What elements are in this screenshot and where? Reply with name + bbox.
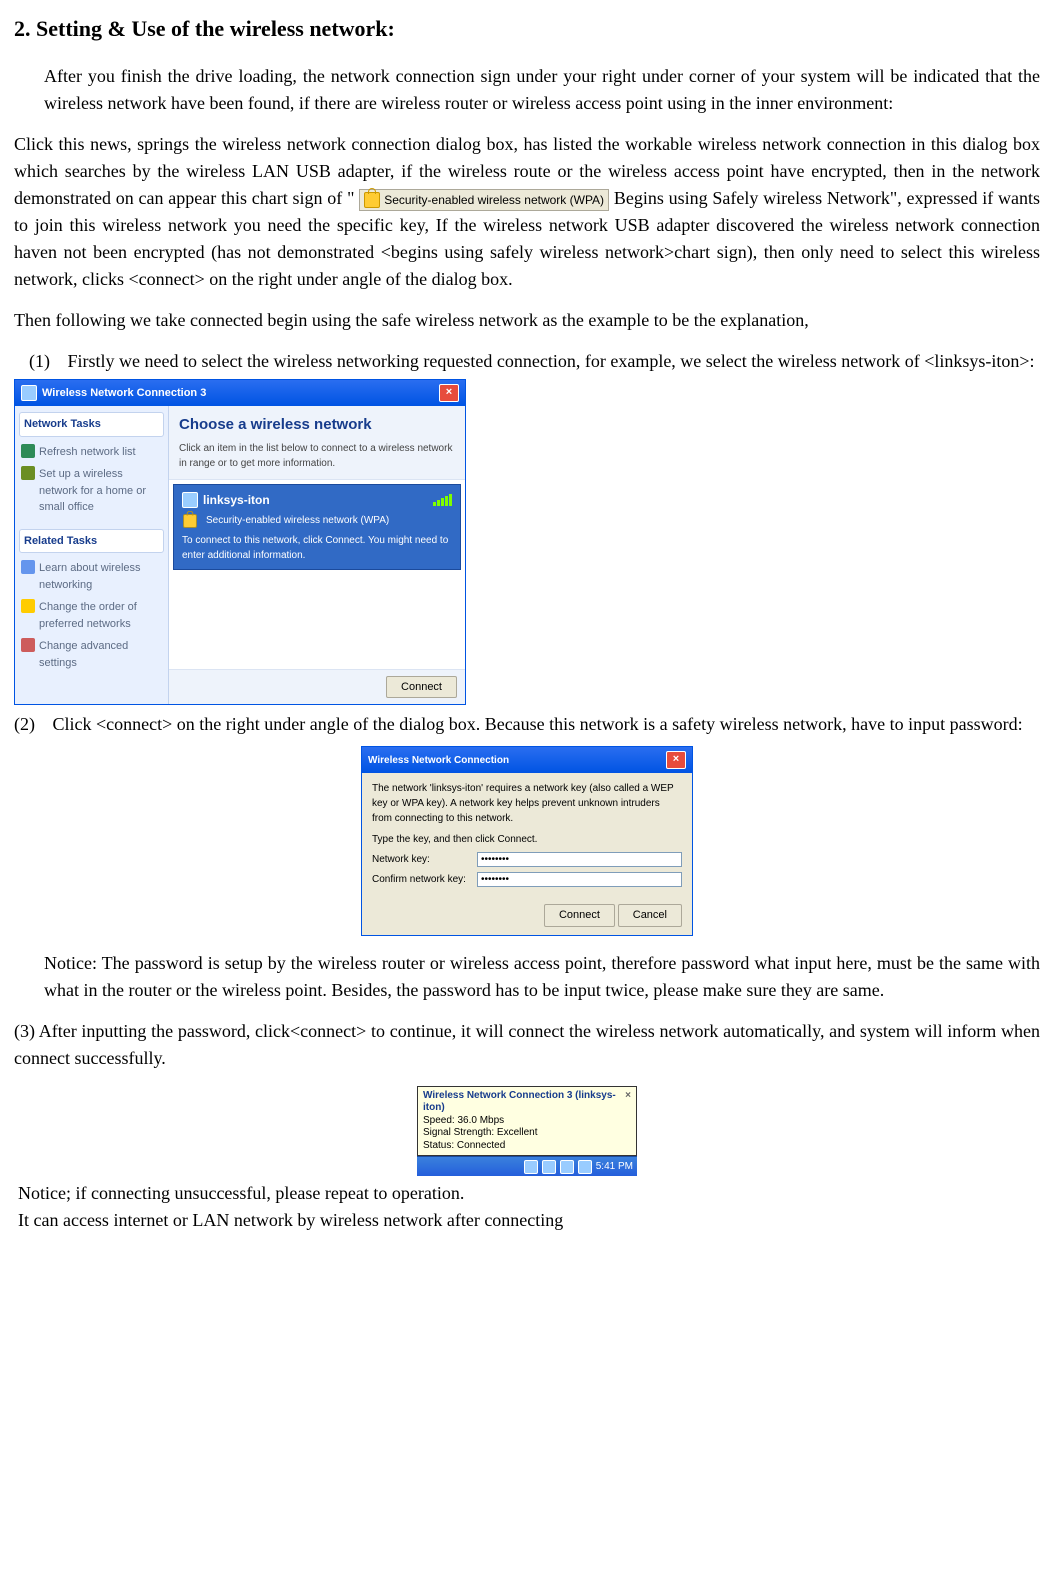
password-msg1: The network 'linksys-iton' requires a ne… xyxy=(372,781,682,826)
signal-bars-icon xyxy=(433,494,452,506)
setup-label: Set up a wireless network for a home or … xyxy=(39,466,162,516)
wireless-dialog: Wireless Network Connection 3 × Network … xyxy=(14,379,466,705)
step-1-num: (1) xyxy=(29,348,63,375)
choose-subtitle: Click an item in the list below to conne… xyxy=(179,441,455,471)
balloon-tooltip: Wireless Network Connection 3 (linksys-i… xyxy=(417,1086,637,1157)
step-2: (2) Click <connect> on the right under a… xyxy=(14,711,1040,738)
tray-icon[interactable] xyxy=(560,1160,574,1174)
password-dialog-title: Wireless Network Connection xyxy=(368,753,509,768)
step-2-text: Click <connect> on the right under angle… xyxy=(53,714,1023,734)
taskbar: 5:41 PM xyxy=(417,1156,637,1176)
notice-3: It can access internet or LAN network by… xyxy=(18,1207,1040,1234)
notice-2: Notice; if connecting unsuccessful, plea… xyxy=(18,1180,1040,1207)
step-1-text: Firstly we need to select the wireless n… xyxy=(68,351,1035,371)
wifi-icon xyxy=(182,492,198,508)
click-paragraph: Click this news, springs the wireless ne… xyxy=(14,131,1040,293)
order-link[interactable]: Change the order of preferred networks xyxy=(19,596,164,635)
choose-title: Choose a wireless network xyxy=(179,414,455,437)
refresh-label: Refresh network list xyxy=(39,444,136,461)
step-2-num: (2) xyxy=(14,711,48,738)
network-key-input[interactable] xyxy=(477,852,682,867)
password-dialog-titlebar: Wireless Network Connection × xyxy=(362,747,692,773)
network-security: Security-enabled wireless network (WPA) xyxy=(206,513,389,528)
notice-1: Notice: The password is setup by the wir… xyxy=(44,950,1040,1004)
taskbar-time: 5:41 PM xyxy=(596,1159,633,1174)
section-heading: 2. Setting & Use of the wireless network… xyxy=(14,12,1040,45)
network-icon xyxy=(21,385,37,401)
tray-icon[interactable] xyxy=(542,1160,556,1174)
balloon-signal: Signal Strength: Excellent xyxy=(423,1127,631,1140)
connect-button[interactable]: Connect xyxy=(544,904,615,927)
advanced-label: Change advanced settings xyxy=(39,638,162,671)
cancel-button[interactable]: Cancel xyxy=(618,904,682,927)
step-1: (1) Firstly we need to select the wirele… xyxy=(29,348,1040,375)
confirm-key-label: Confirm network key: xyxy=(372,872,477,887)
lock-icon xyxy=(364,192,380,208)
refresh-link[interactable]: Refresh network list xyxy=(19,441,164,464)
password-msg2: Type the key, and then click Connect. xyxy=(372,832,682,847)
learn-icon xyxy=(21,560,35,574)
network-name: linksys-iton xyxy=(203,491,270,509)
connect-button[interactable]: Connect xyxy=(386,676,457,699)
balloon-status: Status: Connected xyxy=(423,1140,631,1153)
close-button[interactable]: × xyxy=(439,384,459,402)
wireless-sidebar: Network Tasks Refresh network list Set u… xyxy=(15,406,169,704)
star-icon xyxy=(21,599,35,613)
balloon-speed: Speed: 36.0 Mbps xyxy=(423,1115,631,1128)
intro-paragraph: After you finish the drive loading, the … xyxy=(44,63,1040,117)
network-desc: To connect to this network, click Connec… xyxy=(182,533,452,563)
tray-icon[interactable] xyxy=(578,1160,592,1174)
network-tasks-header: Network Tasks xyxy=(19,412,164,437)
setup-icon xyxy=(21,466,35,480)
advanced-link[interactable]: Change advanced settings xyxy=(19,635,164,674)
close-button[interactable]: × xyxy=(666,751,686,769)
wireless-dialog-title: Wireless Network Connection 3 xyxy=(42,385,206,402)
balloon-area: Wireless Network Connection 3 (linksys-i… xyxy=(417,1086,637,1177)
security-badge: Security-enabled wireless network (WPA) xyxy=(359,189,609,211)
step-3: (3) After inputting the password, click<… xyxy=(14,1018,1040,1072)
lock-icon xyxy=(183,514,197,528)
wireless-dialog-titlebar: Wireless Network Connection 3 × xyxy=(15,380,465,406)
security-badge-label: Security-enabled wireless network (WPA) xyxy=(384,191,604,209)
balloon-title: Wireless Network Connection 3 (linksys-i… xyxy=(423,1090,625,1115)
related-tasks-header: Related Tasks xyxy=(19,529,164,554)
confirm-key-input[interactable] xyxy=(477,872,682,887)
password-dialog: Wireless Network Connection × The networ… xyxy=(361,746,693,936)
learn-label: Learn about wireless networking xyxy=(39,560,162,593)
advanced-icon xyxy=(21,638,35,652)
network-item[interactable]: linksys-iton Security-enabled wireless n… xyxy=(173,484,461,570)
refresh-icon xyxy=(21,444,35,458)
network-key-label: Network key: xyxy=(372,852,477,867)
then-paragraph: Then following we take connected begin u… xyxy=(14,307,1040,334)
order-label: Change the order of preferred networks xyxy=(39,599,162,632)
learn-link[interactable]: Learn about wireless networking xyxy=(19,557,164,596)
tray-icon[interactable] xyxy=(524,1160,538,1174)
setup-link[interactable]: Set up a wireless network for a home or … xyxy=(19,463,164,519)
balloon-close-icon[interactable]: × xyxy=(625,1090,631,1115)
